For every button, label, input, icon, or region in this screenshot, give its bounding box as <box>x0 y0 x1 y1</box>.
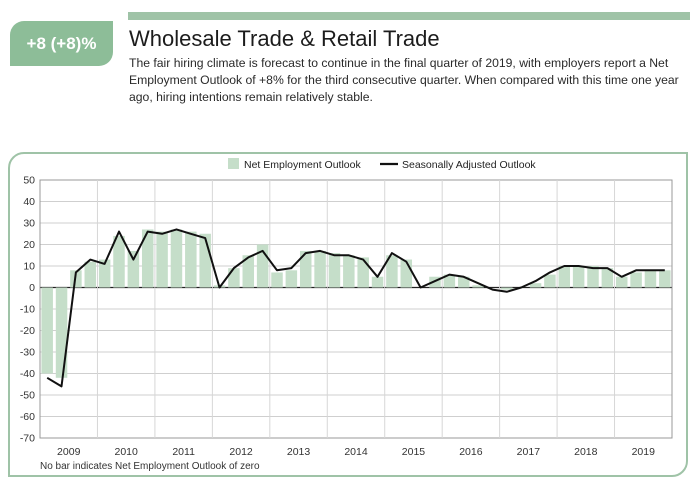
outlook-bar <box>328 253 341 288</box>
header-accent-rule <box>128 12 690 20</box>
x-tick-label: 2018 <box>574 446 598 458</box>
outlook-bar <box>299 250 312 288</box>
outlook-bar <box>55 287 68 378</box>
y-tick-label: 40 <box>23 196 35 208</box>
outlook-badge: +8 (+8)% <box>10 21 113 66</box>
x-tick-label: 2009 <box>57 446 81 458</box>
outlook-bar <box>113 235 125 288</box>
outlook-bar <box>443 274 456 288</box>
x-tick-label: 2013 <box>287 446 311 458</box>
outlook-bar <box>400 259 413 288</box>
outlook-bar <box>242 255 255 288</box>
outlook-bar <box>659 270 671 288</box>
y-tick-label: -10 <box>20 304 35 316</box>
x-tick-label: 2015 <box>402 446 426 458</box>
outlook-bar <box>170 229 183 288</box>
outlook-bar <box>127 250 140 288</box>
plot-area-border <box>39 179 673 439</box>
sector-description: The fair hiring climate is forecast to c… <box>129 56 679 104</box>
y-tick-label: 20 <box>23 239 35 251</box>
outlook-bar <box>98 259 111 288</box>
outlook-bar <box>41 287 53 374</box>
outlook-bar <box>357 257 369 288</box>
outlook-bar <box>228 268 240 288</box>
x-tick-label: 2012 <box>229 446 253 458</box>
outlook-bar <box>141 229 154 288</box>
outlook-bar <box>572 266 585 288</box>
outlook-bar <box>472 285 484 288</box>
outlook-bar <box>156 231 168 288</box>
y-tick-label: -50 <box>20 390 35 402</box>
y-tick-label: 0 <box>29 282 35 294</box>
outlook-bar <box>343 255 355 288</box>
legend-label: Net Employment Outlook <box>244 159 361 171</box>
outlook-bar <box>256 244 269 288</box>
outlook-bar <box>529 283 542 288</box>
y-tick-label: -70 <box>20 433 35 445</box>
outlook-bar <box>386 255 398 288</box>
outlook-bar <box>457 276 470 288</box>
x-tick-label: 2019 <box>632 446 656 458</box>
y-tick-label: 10 <box>23 261 35 273</box>
outlook-bar <box>558 266 571 288</box>
chart-frame <box>8 152 688 477</box>
legend-label: Seasonally Adjusted Outlook <box>402 159 536 171</box>
outlook-bar <box>84 261 97 288</box>
chart-footnote: No bar indicates Net Employment Outlook … <box>40 461 260 472</box>
outlook-bar <box>501 287 513 290</box>
outlook-bar <box>271 272 283 288</box>
outlook-bar <box>644 270 657 288</box>
outlook-bar <box>587 266 599 288</box>
legend-bar-swatch <box>228 158 239 169</box>
outlook-bar <box>285 270 298 288</box>
x-tick-label: 2016 <box>459 446 483 458</box>
y-tick-label: -20 <box>20 325 35 337</box>
y-tick-label: -30 <box>20 347 35 359</box>
x-tick-label: 2011 <box>172 446 195 458</box>
seasonally-adjusted-line <box>46 228 665 388</box>
outlook-bar <box>630 272 642 288</box>
outlook-bar <box>371 276 384 288</box>
y-tick-label: -40 <box>20 368 35 380</box>
outlook-bar <box>544 274 556 288</box>
y-tick-label: -60 <box>20 411 35 423</box>
outlook-bar <box>199 233 211 288</box>
x-tick-label: 2010 <box>115 446 139 458</box>
outlook-bar <box>185 231 197 288</box>
page-title: Wholesale Trade & Retail Trade <box>129 26 440 51</box>
x-tick-label: 2014 <box>344 446 368 458</box>
x-tick-label: 2017 <box>517 446 541 458</box>
y-tick-label: 30 <box>23 218 35 230</box>
outlook-bar <box>601 268 614 288</box>
outlook-bar <box>314 250 326 288</box>
outlook-bar <box>615 276 628 288</box>
y-tick-label: 50 <box>23 175 35 187</box>
